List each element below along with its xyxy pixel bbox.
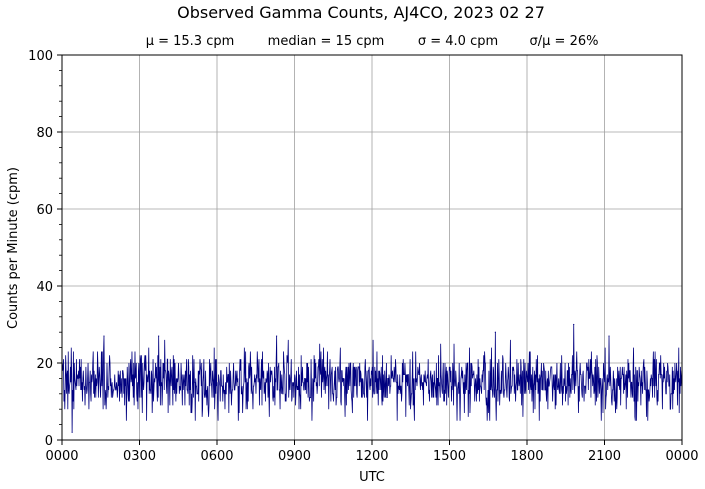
stat-cv: σ/μ = 26%	[530, 34, 599, 49]
stat-sigma: σ = 4.0 cpm	[418, 34, 498, 49]
data-point	[608, 335, 610, 337]
x-axis: 0000 0300 0600 0900 1200 1500 1800 2100 0000	[45, 440, 699, 464]
grid-lines	[62, 55, 682, 440]
y-axis-label: Counts per Minute (cpm)	[6, 167, 21, 329]
y-tick-label: 40	[36, 280, 53, 295]
stat-median: median = 15 cpm	[268, 34, 385, 49]
data-point	[158, 335, 160, 337]
y-tick-label: 60	[36, 203, 53, 218]
data-point	[71, 431, 73, 433]
x-tick-label: 2100	[588, 449, 621, 464]
x-tick-label: 0000	[665, 449, 698, 464]
x-tick-label: 1500	[433, 449, 466, 464]
x-tick-label: 0900	[278, 449, 311, 464]
data-point	[573, 323, 575, 326]
chart-title: Observed Gamma Counts, AJ4CO, 2023 02 27	[177, 3, 545, 22]
x-tick-label: 0300	[123, 449, 156, 464]
y-tick-label: 20	[36, 357, 53, 372]
y-tick-label: 0	[45, 434, 53, 449]
series-line	[61, 324, 683, 433]
x-tick-label: 0600	[200, 449, 233, 464]
y-tick-label: 100	[28, 49, 53, 64]
x-tick-label: 1800	[510, 449, 543, 464]
x-tick-label: 1200	[355, 449, 388, 464]
data-point	[494, 331, 496, 333]
data-point	[103, 335, 105, 337]
stat-mean: μ = 15.3 cpm	[146, 34, 235, 49]
x-tick-label: 0000	[45, 449, 78, 464]
y-axis: 0 20 40 60 80 100	[28, 49, 62, 449]
series-layer	[61, 323, 683, 433]
x-axis-label: UTC	[359, 470, 385, 485]
data-point	[276, 335, 278, 337]
y-tick-label: 80	[36, 126, 53, 141]
